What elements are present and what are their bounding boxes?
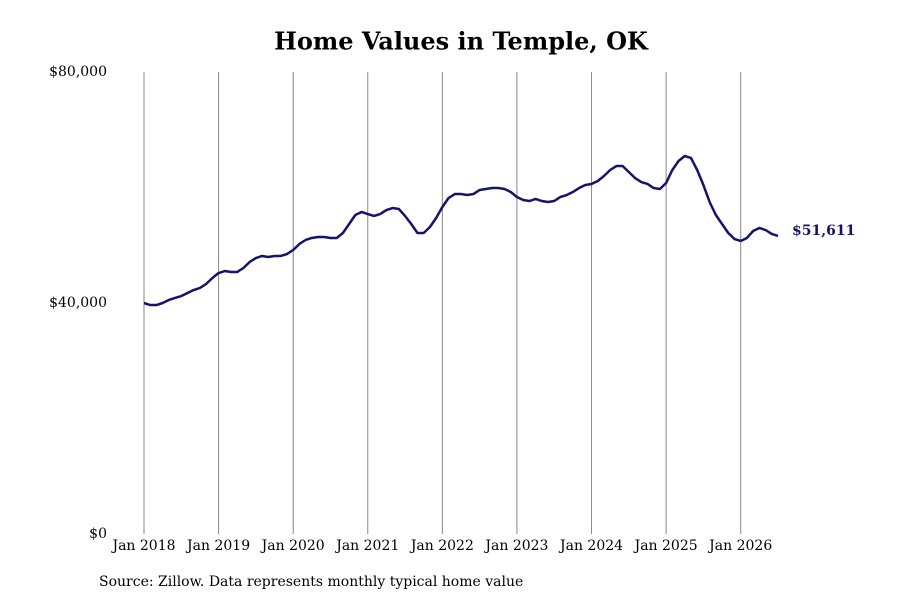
x-tick-label: Jan 2026 xyxy=(707,538,772,554)
source-note: Source: Zillow. Data represents monthly … xyxy=(99,574,523,590)
x-tick-label: Jan 2023 xyxy=(483,538,548,554)
y-tick-label: $40,000 xyxy=(49,295,107,311)
y-tick-label: $80,000 xyxy=(49,64,107,80)
x-tick-label: Jan 2025 xyxy=(633,538,698,554)
y-tick-label: $0 xyxy=(89,526,107,542)
x-tick-label: Jan 2022 xyxy=(409,538,474,554)
data-label: $51,611 xyxy=(792,223,855,239)
x-tick-label: Jan 2024 xyxy=(558,538,623,554)
line xyxy=(143,154,779,307)
x-tick-label: Jan 2021 xyxy=(334,538,399,554)
chart-title: Home Values in Temple, OK xyxy=(274,27,649,56)
x-tick-label: Jan 2020 xyxy=(260,538,325,554)
x-tick-label: Jan 2018 xyxy=(110,538,175,554)
x-tick-label: Jan 2019 xyxy=(185,538,250,554)
